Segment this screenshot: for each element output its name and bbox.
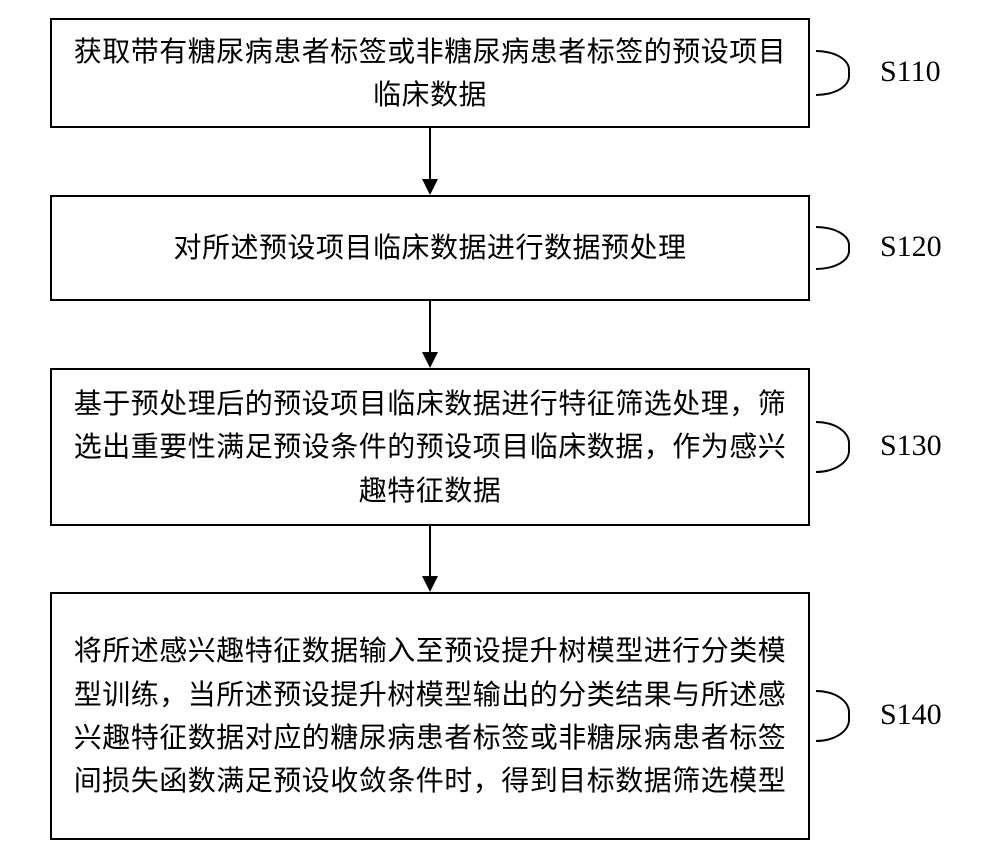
flow-step-label: S120 (880, 230, 942, 264)
flow-step-label: S130 (880, 429, 942, 463)
flow-step-box: 将所述感兴趣特征数据输入至预设提升树模型进行分类模型训练，当所述预设提升树模型输… (50, 592, 810, 840)
flow-step-box: 基于预处理后的预设项目临床数据进行特征筛选处理，筛选出重要性满足预设条件的预设项… (50, 368, 810, 526)
flow-step-label: S140 (880, 698, 942, 732)
flow-arrow-head-icon (422, 179, 438, 195)
flow-step-box: 对所述预设项目临床数据进行数据预处理 (50, 195, 810, 301)
flow-arrow-line (429, 301, 431, 352)
flow-step-box: 获取带有糖尿病患者标签或非糖尿病患者标签的预设项目临床数据 (50, 18, 810, 128)
flow-step-text: 对所述预设项目临床数据进行数据预处理 (173, 226, 686, 269)
flow-arrow-head-icon (422, 352, 438, 368)
label-connector (816, 226, 850, 271)
flow-step-text: 基于预处理后的预设项目临床数据进行特征筛选处理，筛选出重要性满足预设条件的预设项… (72, 382, 788, 512)
flow-step-text: 将所述感兴趣特征数据输入至预设提升树模型进行分类模型训练，当所述预设提升树模型输… (72, 629, 788, 803)
flow-step-label: S110 (880, 55, 941, 89)
flow-arrow-head-icon (422, 576, 438, 592)
flow-arrow-line (429, 128, 431, 179)
label-connector (816, 421, 850, 473)
flow-arrow-line (429, 526, 431, 576)
label-connector (816, 690, 850, 742)
label-connector (816, 50, 850, 96)
flow-step-text: 获取带有糖尿病患者标签或非糖尿病患者标签的预设项目临床数据 (72, 30, 788, 117)
